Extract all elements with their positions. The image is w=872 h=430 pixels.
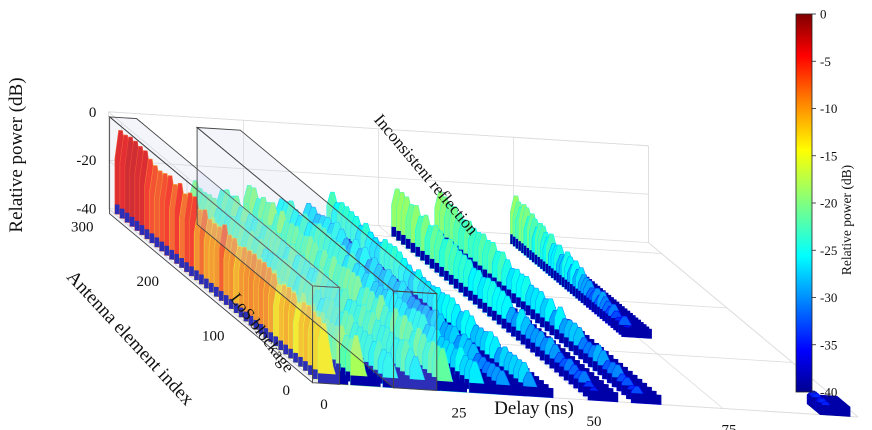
surface-base [631, 393, 662, 405]
surface-group [114, 129, 851, 417]
highlight-boxes [108, 115, 439, 391]
surface-base [409, 379, 440, 391]
highlight-los-box [108, 115, 341, 385]
surface-cluster [806, 390, 851, 417]
highlight-reflection-box [195, 126, 439, 391]
y-axis-title: Antenna element index [62, 267, 198, 411]
surface-cluster [114, 129, 349, 386]
colorbar-tick-label: -15 [820, 148, 837, 163]
surface-cluster [509, 195, 652, 339]
surface-base [469, 382, 500, 395]
x-tick-label: 0 [320, 397, 328, 413]
grid-line [108, 159, 649, 195]
colorbar-tick-label: -10 [820, 101, 837, 116]
colorbar-title: Relative power (dB) [839, 165, 854, 275]
colorbar [795, 13, 813, 393]
x-axis-title: Delay (ns) [494, 398, 574, 419]
surface-base [588, 390, 619, 402]
surface-base [820, 404, 851, 417]
highlight-face [312, 285, 341, 385]
surface-base [523, 386, 554, 398]
colorbar-tick-label: -30 [820, 290, 837, 305]
y-tick-label: 100 [202, 329, 225, 345]
y-tick-label: 200 [137, 274, 160, 290]
surface-cluster [391, 188, 619, 403]
x-tick-label: 50 [587, 414, 602, 430]
grid-line [378, 225, 589, 401]
tick-labels: 0 25 50 75 0 100 200 300 0 -20 -40 [71, 105, 737, 430]
box-edge [108, 111, 649, 147]
z-tick-label: 0 [89, 105, 97, 121]
y-tick-label: 300 [71, 220, 94, 236]
surface-base [382, 377, 413, 389]
surface-base [350, 375, 381, 387]
colorbar-tick-label: -5 [820, 54, 831, 69]
x-tick-label: 25 [452, 406, 467, 422]
highlight-face [393, 290, 438, 391]
surface-cluster [434, 191, 662, 405]
z-tick-label: -40 [76, 202, 96, 218]
colorbar-ticks: 0 -5 -10 -15 -20 -25 -30 -35 -40 [812, 7, 837, 400]
colorbar-tick-label: -25 [820, 243, 837, 258]
colorbar-tick-label: 0 [820, 7, 827, 22]
surface-base [621, 326, 652, 339]
x-tick-label: 75 [722, 423, 737, 430]
z-tick-label: -20 [76, 153, 96, 169]
colorbar-tick-label: -20 [820, 196, 837, 211]
surface-base [318, 373, 349, 385]
box-edge [648, 242, 859, 418]
colorbar-tick-label: -40 [820, 385, 837, 400]
y-tick-label: 0 [283, 383, 291, 399]
colorbar-tick-label: -35 [820, 337, 837, 352]
z-axis-title: Relative power (dB) [6, 77, 27, 232]
surface-base [496, 384, 527, 397]
surface-base [436, 380, 467, 393]
